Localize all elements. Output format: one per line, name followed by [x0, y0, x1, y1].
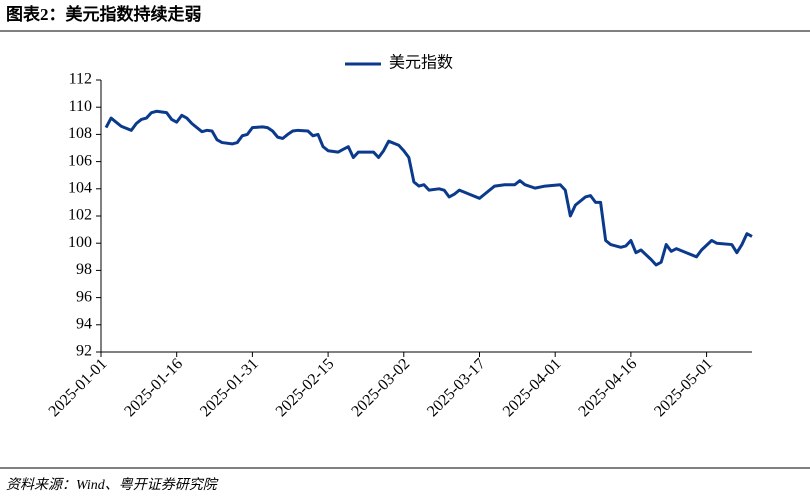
y-tick-label: 92: [76, 343, 92, 360]
y-tick-label: 94: [76, 315, 92, 332]
data-line: [104, 109, 753, 267]
y-tick-label: 104: [68, 179, 92, 196]
x-tick-label: 2025-04-01: [500, 355, 565, 420]
y-tick-label: 110: [69, 98, 92, 115]
x-tick-label: 2025-05-01: [651, 355, 716, 420]
y-tick-label: 108: [68, 125, 92, 142]
y-tick-label: 102: [68, 207, 92, 224]
y-tick-label: 96: [76, 288, 92, 305]
chart-title: 图表2：美元指数持续走弱: [6, 4, 202, 24]
y-tick-label: 112: [69, 71, 92, 88]
x-tick-label: 2025-01-31: [197, 355, 262, 420]
y-tick-label: 106: [68, 152, 92, 169]
y-tick-label: 98: [76, 261, 92, 278]
x-tick-label: 2025-03-17: [424, 355, 489, 420]
source-note: 资料来源：Wind、粤开证券研究院: [6, 477, 219, 493]
x-tick-label: 2025-02-15: [273, 355, 338, 420]
x-tick-label: 2025-03-02: [348, 355, 413, 420]
x-tick-label: 2025-01-16: [121, 355, 186, 420]
legend-label: 美元指数: [389, 54, 453, 72]
y-tick-label: 100: [68, 234, 92, 251]
x-tick-label: 2025-01-01: [46, 355, 111, 420]
x-tick-label: 2025-04-16: [575, 355, 640, 420]
